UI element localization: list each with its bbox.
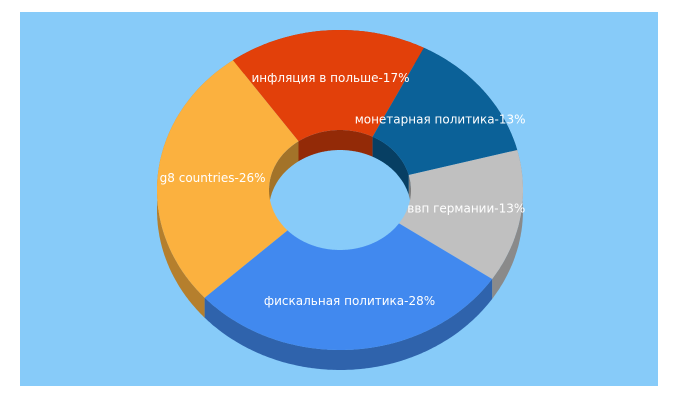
- slice: [372, 47, 518, 175]
- slice: [204, 223, 493, 350]
- slice-inner-side: [298, 130, 373, 162]
- slice-inner-side: [269, 141, 299, 211]
- slice-label: g8 countries-26%: [160, 171, 266, 185]
- slice: [157, 60, 299, 298]
- slice-label: ввп германии-13%: [407, 201, 525, 215]
- slice-label: монетарная политика-13%: [355, 113, 526, 127]
- slice-inner-side: [372, 136, 409, 195]
- slice: [233, 30, 424, 142]
- slice: [399, 150, 523, 279]
- slice-label: инфляция в польше-17%: [252, 71, 410, 85]
- slice-side: [204, 279, 493, 370]
- slice-label: фискальная политика-28%: [264, 294, 435, 308]
